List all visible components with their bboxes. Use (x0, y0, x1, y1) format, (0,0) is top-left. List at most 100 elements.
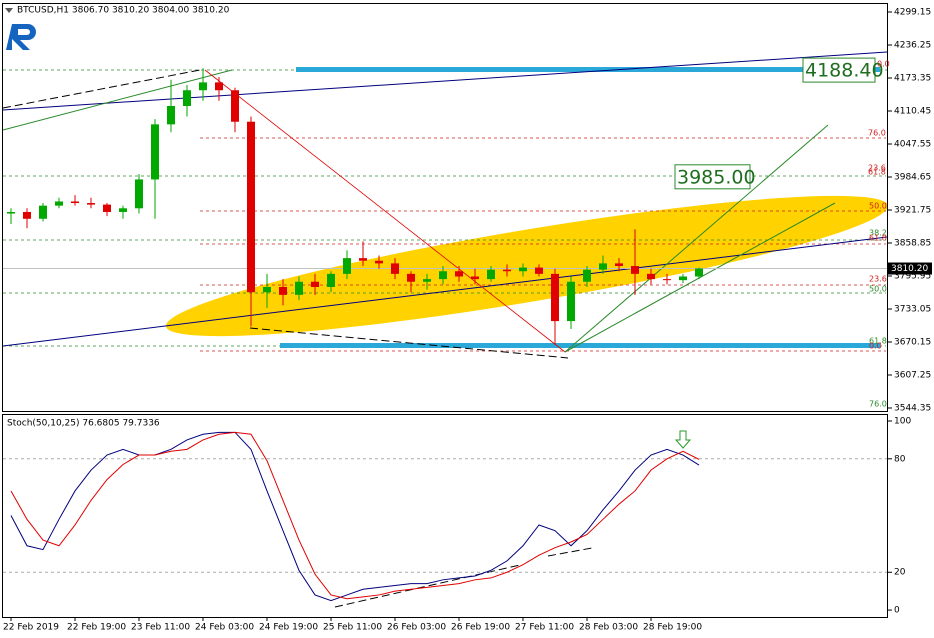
candle-body (423, 279, 431, 282)
x-tick-label: 26 Feb 03:00 (387, 623, 446, 633)
x-tick-label: 27 Feb 11:00 (515, 623, 574, 633)
candle-body (55, 201, 63, 206)
main-pane (2, 3, 888, 412)
candle-body (39, 205, 47, 219)
y-tick-label: 3921.75 (894, 205, 931, 215)
candle-body (375, 260, 383, 264)
fib-label: 50.0 (869, 285, 887, 294)
fib-label: 23.6 (868, 164, 886, 173)
x-tick-label: 22 Feb 19:00 (67, 623, 126, 633)
y-tick-label: 4236.25 (894, 40, 931, 50)
candle-body (487, 269, 495, 280)
price-annotation: 3985.00 (677, 166, 756, 188)
candle-body (263, 286, 271, 293)
trend-line (2, 69, 233, 131)
candle-body (87, 203, 95, 205)
fib-label: 76.0 (868, 129, 886, 138)
icon (5, 8, 13, 13)
candle-body (583, 269, 591, 282)
y-tick-label: 80 (894, 454, 906, 464)
y-tick-label: 4173.35 (894, 73, 931, 83)
candle-body (247, 121, 255, 293)
price-annotation: 4188.40 (805, 60, 884, 82)
y-tick-label: 3858.85 (894, 238, 931, 248)
candle-body (151, 124, 159, 180)
candle-body (279, 286, 287, 295)
ellipse (165, 195, 889, 337)
stoch-pane (2, 414, 888, 618)
price-annotation-box (674, 164, 751, 190)
candle-body (471, 276, 479, 280)
candle-body (327, 273, 335, 287)
candle-body (663, 279, 671, 281)
y-tick-label: 3670.15 (894, 337, 931, 347)
y-tick-label: 3544.35 (894, 403, 931, 413)
x-tick-label: 26 Feb 19:00 (451, 623, 510, 633)
candle-body (647, 273, 655, 280)
candle-body (23, 211, 31, 219)
candle-body (7, 211, 15, 214)
x-tick-label: 24 Feb 19:00 (259, 623, 318, 633)
trend-line (2, 51, 888, 111)
y-tick-label: 3984.65 (894, 172, 931, 182)
fib-label: 61.8 (869, 234, 887, 243)
x-tick-label: 28 Feb 19:00 (643, 623, 702, 633)
candle-body (343, 258, 351, 274)
candle-body (455, 271, 463, 277)
candle-body (359, 258, 367, 261)
candle-body (71, 201, 79, 204)
trend-line (204, 69, 566, 353)
x-tick-label: 24 Feb 03:00 (195, 623, 254, 633)
candle-body (231, 90, 239, 122)
trend-line (2, 69, 201, 109)
candle-body (695, 268, 703, 277)
x-tick-label: 28 Feb 03:00 (579, 623, 638, 633)
candle-body (135, 179, 143, 209)
candle-body (567, 281, 575, 322)
x-tick-label: 22 Feb 2019 (3, 623, 59, 633)
x-tick-label: 25 Feb 11:00 (323, 623, 382, 633)
candle-body (119, 208, 127, 212)
y-tick-label: 20 (894, 568, 906, 578)
candle-body (183, 90, 191, 106)
drawings (2, 8, 890, 608)
candle-body (615, 263, 623, 266)
candle-body (167, 105, 175, 125)
trend-line (564, 124, 829, 353)
last-price-label: 3810.20 (891, 264, 928, 274)
stoch-line (10, 431, 700, 600)
stoch-line (10, 431, 700, 602)
fib-label: 23.6 (869, 275, 887, 284)
candle-body (439, 271, 447, 280)
y-tick-label: 4299.15 (894, 8, 931, 18)
chart-title: BTCUSD,H1 3806.70 3810.20 3804.00 3810.2… (17, 6, 230, 16)
fib-label: 0.0 (869, 342, 882, 351)
y-tick-label: 3607.25 (894, 370, 931, 380)
y-tick-label: 4047.55 (894, 139, 931, 149)
candle-body (631, 265, 639, 274)
y-tick-label: 4110.45 (894, 106, 931, 116)
trend-line (249, 327, 569, 359)
last-price-box (888, 262, 932, 275)
logo (6, 24, 36, 50)
y-tick-label: 0 (894, 606, 900, 616)
candle-body (599, 263, 607, 270)
candle-body (103, 204, 111, 212)
fib-label: 76.0 (869, 400, 887, 409)
fib-label: 61.8 (869, 337, 887, 346)
trend-line (564, 202, 836, 353)
candle-body (311, 281, 319, 287)
price-annotation-box (802, 57, 876, 83)
candle-body (551, 273, 559, 322)
candle-body (215, 82, 223, 91)
x-tick-label: 23 Feb 11:00 (131, 623, 190, 633)
arrow (674, 430, 692, 449)
candle-body (679, 276, 687, 281)
zone (296, 67, 880, 72)
candle-body (391, 263, 399, 274)
candle-body (295, 281, 303, 295)
y-tick-label: 3733.05 (894, 304, 931, 314)
fib-label: 50.0 (869, 202, 887, 211)
indicator-title: Stoch(50,10,25) 76.6805 79.7336 (7, 419, 160, 429)
